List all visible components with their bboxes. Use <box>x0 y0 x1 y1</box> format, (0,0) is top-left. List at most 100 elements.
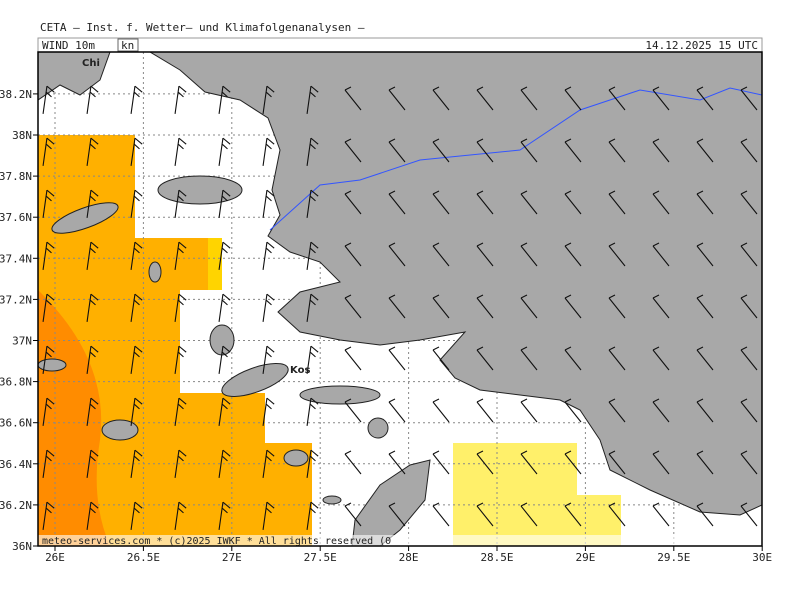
wind-barb <box>652 502 670 527</box>
footer: meteo-services.com * (c)2025 IWKF * All … <box>42 536 391 547</box>
wind-barb <box>432 346 450 371</box>
wind-barb <box>388 190 406 215</box>
wind-barb <box>696 138 714 163</box>
lat-label: 37.4N <box>0 252 32 265</box>
mainland <box>149 52 762 516</box>
unit-box <box>117 38 139 52</box>
wind-barb <box>476 294 494 319</box>
wind-barb <box>564 398 582 423</box>
wind-barb <box>130 501 143 530</box>
wind-barb <box>262 85 275 114</box>
wind-barb <box>130 189 143 218</box>
lat-label: 36.2N <box>0 499 32 512</box>
island <box>367 417 389 439</box>
wind-barb <box>608 398 626 423</box>
unit: kn <box>121 39 134 52</box>
wind-barb <box>696 502 714 527</box>
wind-barb <box>696 86 714 111</box>
wind-barb <box>476 242 494 267</box>
wind-barb <box>306 241 319 270</box>
wind-barb <box>86 449 99 478</box>
wind-barb <box>344 190 362 215</box>
wind-barb <box>130 293 143 322</box>
lat-label: 37.6N <box>0 211 32 224</box>
wind-barb <box>520 294 538 319</box>
wind-barb <box>130 397 143 426</box>
wind-barb <box>344 242 362 267</box>
wind-barb <box>388 242 406 267</box>
wind-barb <box>86 397 99 426</box>
wind-barb <box>344 450 362 475</box>
wind-barb <box>262 293 275 322</box>
wind-barb <box>432 450 450 475</box>
wind-barb <box>306 449 319 478</box>
wind-barb <box>388 398 406 423</box>
wind-barb <box>520 450 538 475</box>
wind-barb <box>652 190 670 215</box>
lat-label: 36.4N <box>0 458 32 471</box>
wind-barb <box>218 189 231 218</box>
wind-barb <box>564 190 582 215</box>
island <box>51 202 119 234</box>
wind-barb <box>306 189 319 218</box>
wind-barb <box>696 346 714 371</box>
river <box>269 87 762 231</box>
wind-barb <box>306 85 319 114</box>
wind-barb <box>174 397 187 426</box>
wind-barb <box>608 190 626 215</box>
wind-barb <box>344 86 362 111</box>
island <box>221 363 289 397</box>
island <box>157 175 243 205</box>
wind-barb <box>42 345 55 374</box>
wind-barb <box>476 86 494 111</box>
wind-barb <box>42 85 55 114</box>
wind-barb <box>218 397 231 426</box>
wind-barb <box>740 138 758 163</box>
wind-barb <box>520 138 538 163</box>
wind-barb <box>652 294 670 319</box>
wind-barb <box>476 138 494 163</box>
wind-barb <box>740 450 758 475</box>
wind-barb <box>432 86 450 111</box>
wind-barb <box>174 345 187 374</box>
wind-barb <box>696 450 714 475</box>
wind-barb <box>652 138 670 163</box>
wind-barb <box>130 345 143 374</box>
wind-barb <box>388 138 406 163</box>
wind-barb <box>86 137 99 166</box>
wind-barb <box>476 190 494 215</box>
wind-barb <box>174 189 187 218</box>
island <box>322 495 342 505</box>
wind-barb <box>740 346 758 371</box>
wind-barb <box>564 346 582 371</box>
wind-barb <box>218 501 231 530</box>
wind-barb <box>306 501 319 530</box>
wind-barb <box>262 397 275 426</box>
wind-barb <box>564 138 582 163</box>
wind-barb <box>564 502 582 527</box>
lon-label: 26.5E <box>127 551 160 564</box>
wind-barb <box>262 345 275 374</box>
wind-barb <box>520 86 538 111</box>
rhodes <box>351 459 431 546</box>
wind-barb <box>174 241 187 270</box>
wind-barb <box>740 190 758 215</box>
wind-barb <box>432 242 450 267</box>
wind-barb <box>86 293 99 322</box>
wind-barb <box>306 345 319 374</box>
wind-barb <box>740 242 758 267</box>
place-label: Kos <box>290 365 310 376</box>
wind-barb <box>174 85 187 114</box>
wind-barb <box>86 501 99 530</box>
wind-barb <box>520 398 538 423</box>
map-area: Chi Kos meteo-services.com * (c)2025 IWK… <box>38 52 762 547</box>
wind-barb <box>608 138 626 163</box>
lat-label: 36.6N <box>0 417 32 430</box>
wind-barb <box>520 502 538 527</box>
wind-barb <box>564 450 582 475</box>
wind-barb <box>432 398 450 423</box>
wind-barb <box>388 86 406 111</box>
island <box>299 385 381 405</box>
wind-barb <box>608 346 626 371</box>
